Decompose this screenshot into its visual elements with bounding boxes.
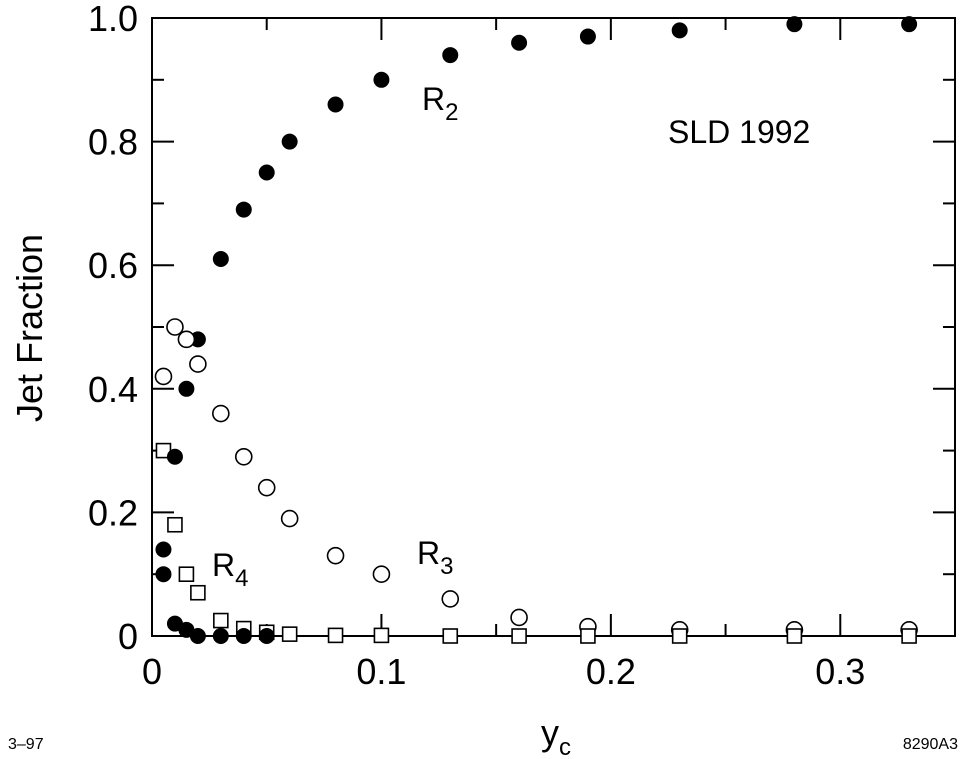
y-axis-title: Jet Fraction	[9, 234, 50, 422]
point-r4	[178, 566, 195, 583]
point-r2	[281, 133, 298, 150]
point-r2	[212, 251, 229, 268]
series-label-r3: R3	[417, 535, 453, 580]
point-r4	[580, 628, 596, 644]
point-r4	[167, 516, 183, 533]
point-r2	[327, 96, 344, 113]
point-r3	[257, 478, 276, 497]
point-r3	[166, 318, 184, 336]
point-r2	[258, 164, 275, 181]
x-tick-label: 0.3	[815, 651, 865, 692]
point-r5	[155, 541, 172, 558]
point-r5	[258, 628, 275, 644]
x-tick-label: 0	[142, 651, 162, 692]
point-r5	[178, 380, 195, 397]
point-r5	[189, 628, 206, 644]
x-axis-ticks: 0 0.1 0.2 0.3	[142, 18, 865, 692]
y-tick-label: 0.8	[88, 122, 138, 163]
point-r4	[190, 584, 206, 601]
point-r2	[511, 34, 528, 51]
point-r3	[234, 447, 253, 466]
x-axis-title-main: y	[541, 712, 559, 753]
annotation-sld-1992: SLD 1992	[668, 114, 810, 150]
point-r5	[212, 628, 229, 644]
point-r2	[786, 16, 803, 33]
data-points	[154, 16, 918, 644]
point-r4	[281, 626, 298, 642]
point-r2	[579, 28, 596, 45]
point-r2	[442, 47, 459, 64]
point-r5	[155, 566, 172, 583]
point-r4	[901, 628, 917, 644]
y-tick-label: 0.4	[88, 369, 138, 410]
series-label-r2: R2	[422, 81, 458, 126]
point-r4	[373, 627, 390, 644]
point-r3	[154, 367, 173, 386]
series-label-r4: R4	[212, 547, 248, 592]
point-r3	[510, 608, 528, 627]
point-r3	[326, 546, 345, 565]
point-r4	[786, 628, 803, 644]
y-tick-label: 1.0	[88, 0, 138, 39]
footer-left-label: 3–97	[8, 736, 44, 753]
point-r3	[280, 509, 299, 528]
point-r3	[189, 355, 207, 373]
y-tick-label: 0	[118, 616, 138, 657]
x-tick-label: 0.1	[356, 651, 406, 692]
x-axis-title-sub: c	[559, 734, 571, 759]
x-axis-title: yc	[541, 712, 571, 759]
y-axis-ticks: 0 0.2 0.4 0.6 0.8 1.0	[88, 0, 955, 657]
point-r5	[166, 448, 183, 465]
point-r2	[901, 16, 918, 33]
y-tick-label: 0.2	[88, 492, 138, 533]
y-tick-label: 0.6	[88, 245, 138, 286]
point-r2	[671, 22, 688, 39]
point-r2	[235, 201, 252, 218]
point-r3	[372, 565, 391, 584]
point-r4	[442, 628, 459, 644]
axes	[151, 17, 956, 637]
footer-right-label: 8290A3	[902, 736, 958, 753]
point-r4	[511, 628, 527, 644]
point-r3	[177, 330, 196, 349]
point-r4	[213, 612, 229, 629]
point-r3	[441, 590, 460, 608]
point-r5	[235, 628, 252, 644]
point-r4	[327, 627, 344, 644]
plot-frame	[151, 17, 956, 637]
point-r2	[373, 71, 390, 88]
point-r3	[212, 404, 230, 423]
x-tick-label: 0.2	[586, 651, 636, 692]
point-r4	[671, 628, 688, 644]
